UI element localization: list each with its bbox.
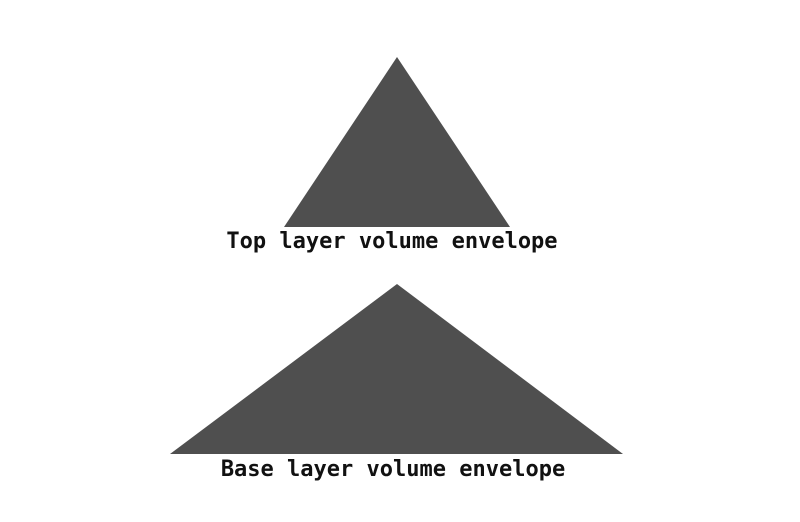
top-layer-envelope-label: Top layer volume envelope — [226, 229, 558, 254]
base-layer-envelope-triangle — [170, 284, 623, 454]
top-layer-envelope-triangle — [284, 57, 510, 227]
base-layer-envelope-label: Base layer volume envelope — [220, 457, 566, 482]
